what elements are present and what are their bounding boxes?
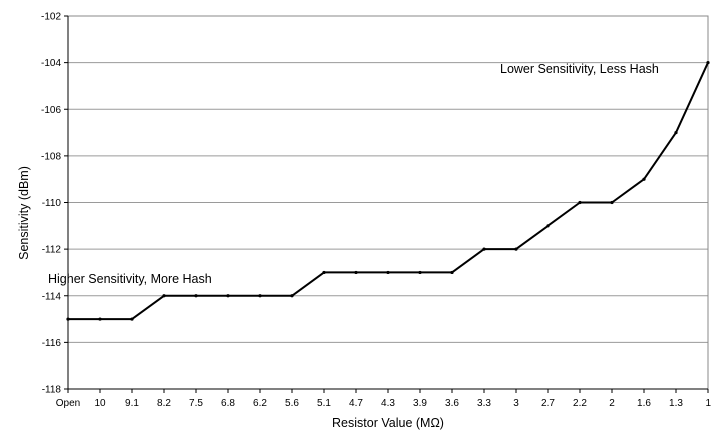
x-tick-label: 2.7: [541, 398, 555, 409]
x-tick-label: 3.3: [477, 398, 491, 409]
x-tick-label: 9.1: [125, 398, 139, 409]
x-tick-label: 10: [94, 398, 106, 409]
data-point: [578, 200, 582, 205]
x-tick-label: 1: [705, 398, 711, 409]
data-point: [130, 317, 134, 321]
data-point: [258, 294, 262, 298]
data-point: [482, 247, 486, 251]
data-point: [322, 270, 326, 275]
x-tick-label: 1.6: [637, 398, 651, 409]
x-tick-label: 3: [513, 398, 519, 409]
data-point: [226, 294, 230, 298]
data-point: [386, 270, 390, 275]
y-axis-title: Sensitivity (dBm): [17, 166, 31, 260]
x-tick-label: 5.6: [285, 398, 299, 409]
x-tick-label: 2: [609, 398, 615, 409]
y-tick-label: -108: [41, 151, 61, 162]
data-point: [450, 270, 454, 275]
x-tick-label: 6.8: [221, 398, 235, 409]
data-point: [162, 294, 166, 298]
data-point: [290, 294, 294, 298]
x-tick-label: 1.3: [669, 398, 683, 409]
x-tick-label: Open: [56, 398, 80, 409]
data-point: [642, 177, 646, 181]
x-tick-label: 8.2: [157, 398, 171, 409]
x-tick-label: 6.2: [253, 398, 267, 409]
x-axis-title: Resistor Value (MΩ): [332, 416, 444, 430]
x-tick-label: 4.3: [381, 398, 395, 409]
y-tick-label: -118: [42, 385, 62, 396]
x-tick-label: 3.9: [413, 398, 427, 409]
annotation-lower-sensitivity: Lower Sensitivity, Less Hash: [500, 62, 659, 76]
data-point: [194, 294, 198, 298]
y-tick-label: -102: [41, 12, 61, 23]
data-point: [514, 247, 518, 251]
y-tick-label: -116: [42, 338, 62, 349]
data-point: [610, 200, 614, 205]
y-tick-label: -106: [41, 105, 61, 116]
data-point: [354, 270, 358, 275]
x-tick-label: 7.5: [189, 398, 203, 409]
x-tick-label: 5.1: [317, 398, 331, 409]
sensitivity-series: [66, 61, 710, 321]
y-tick-label: -110: [42, 198, 62, 209]
annotation-higher-sensitivity: Higher Sensitivity, More Hash: [48, 272, 212, 286]
data-point: [546, 224, 550, 228]
data-point: [674, 130, 678, 135]
y-tick-label: -112: [42, 245, 62, 256]
data-point: [66, 317, 70, 321]
y-tick-label: -114: [42, 291, 62, 302]
x-axis-ticks: Open 10 9.1 8.2 7.5 6.8 6.2 5.6 5.1 4.7 4.3 3.9 3.6 3…: [56, 389, 711, 409]
data-point: [418, 270, 422, 275]
x-tick-label: 2.2: [573, 398, 587, 409]
x-tick-label: 3.6: [445, 398, 459, 409]
data-point: [98, 317, 102, 321]
y-tick-label: -104: [41, 58, 61, 69]
y-axis-ticks: -102 -104 -106 -108 -110 -112 -114 -116 -118: [41, 12, 68, 396]
data-point: [706, 61, 710, 65]
x-tick-label: 4.7: [349, 398, 363, 409]
